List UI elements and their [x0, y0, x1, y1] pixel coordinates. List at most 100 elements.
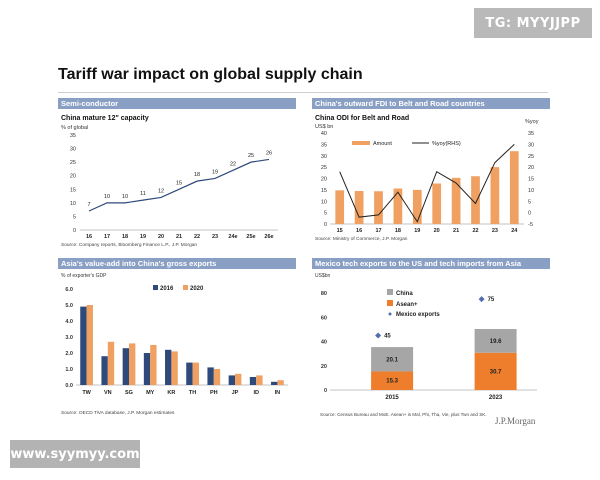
- data-label: 22: [230, 161, 236, 167]
- y-tick-label: 0: [73, 228, 76, 234]
- y-tick-label: 0: [324, 388, 327, 394]
- stack-Asean+: [474, 352, 517, 390]
- chart-title: China ODI for Belt and Road: [315, 115, 409, 122]
- stack-China: [371, 347, 414, 372]
- x-tick-label: TH: [189, 390, 196, 396]
- legend-swatch-2020: [183, 285, 188, 290]
- panel-header: China's outward FDI to Belt and Road cou…: [312, 98, 550, 109]
- x-tick-label: 18: [395, 228, 401, 234]
- source-note: Source: Company reports, Bloomberg Finan…: [61, 242, 197, 248]
- yoy-line: [339, 144, 515, 223]
- y-tick-label: 35: [70, 133, 76, 139]
- amount-bar: [509, 151, 519, 224]
- x-tick-label: TW: [82, 390, 91, 396]
- odi-chart: China ODI for Belt and Road US$ bn %yoy 0 5 1…: [315, 115, 539, 242]
- y-tick-label: 20: [70, 174, 76, 180]
- segment-label: 30.7: [490, 369, 502, 375]
- marker-label: 45: [384, 333, 391, 339]
- bar-2020: [150, 345, 157, 385]
- y-tick-label: 3.0: [65, 335, 73, 341]
- source-note: Source: Census Bureau and MoE. Asean+ is…: [320, 412, 487, 417]
- bar-2016: [249, 377, 257, 385]
- panel-header: Semi-conductor: [58, 98, 296, 109]
- amount-bar: [374, 191, 383, 224]
- x-tick-label: 19: [140, 234, 146, 240]
- semiconductor-chart: China mature 12" capacity % of global 0 5 10…: [61, 115, 278, 248]
- export-marker: [478, 296, 485, 303]
- y-tick-label: 10: [70, 201, 76, 207]
- legend-label-mexico: Mexico exports: [396, 312, 440, 318]
- x-tick-label: 21: [453, 228, 459, 234]
- valueadd-chart: % of exporter's GDP 0.0 1.0 2.0 3.0 4.0 5.0 6.0…: [61, 273, 288, 416]
- panel-mexico: Mexico tech exports to the US and tech i…: [312, 258, 550, 418]
- panel-header: Asia's value-add into China's gross expo…: [58, 258, 296, 269]
- page-title: Tariff war impact on global supply chain: [58, 66, 363, 83]
- x-tick-label: 2015: [385, 395, 399, 401]
- bar-2016: [228, 375, 235, 385]
- x-tick-label: 15: [337, 228, 343, 234]
- watermark-top: TG: MYYJJPP: [474, 8, 592, 38]
- legend-label-2016: 2016: [160, 286, 174, 292]
- legend-swatch-asean: [387, 300, 393, 306]
- source-note: Source: Ministry of Commerce, J.P. Morga…: [315, 236, 408, 242]
- x-tick-label: 23: [212, 234, 218, 240]
- y-tick-label: 2.0: [65, 351, 73, 357]
- y-tick-label: 0.0: [65, 383, 73, 389]
- x-tick-label: 26e: [264, 234, 273, 240]
- amount-bar: [335, 190, 345, 224]
- x-tick-label: 16: [86, 234, 92, 240]
- x-tick-label: 22: [194, 234, 200, 240]
- y-tick-label: 1.0: [65, 367, 73, 373]
- legend-swatch-mexico: [388, 312, 392, 316]
- panel-header: Mexico tech exports to the US and tech i…: [312, 258, 550, 269]
- data-label: 19: [212, 169, 218, 175]
- bar-2016: [143, 353, 151, 385]
- legend-swatch-china: [387, 289, 393, 295]
- bar-2016: [80, 306, 87, 385]
- y-tick-label-left: 25: [321, 165, 327, 171]
- y-tick-label: 40: [321, 340, 327, 346]
- stack-Asean+: [371, 371, 414, 390]
- x-tick-label: MY: [146, 390, 155, 396]
- x-tick-label: 19: [414, 228, 420, 234]
- x-tick-label: 20: [434, 228, 440, 234]
- y-tick-label: 5: [73, 214, 76, 220]
- bar-2016: [186, 362, 193, 385]
- bar-2016: [101, 356, 108, 385]
- legend-label-asean: Asean+: [396, 302, 418, 308]
- mexico-chart: US$bn 0 20 40 60 80 15.3 20.1 45 2015 30.7 19.6 75 20…: [315, 273, 537, 417]
- capacity-line: [88, 158, 270, 212]
- export-marker: [375, 332, 382, 339]
- data-label: 12: [158, 188, 164, 194]
- x-tick-label: 17: [375, 228, 381, 234]
- y-tick-label-left: 20: [321, 177, 327, 183]
- y-axis-label-left: US$ bn: [315, 124, 333, 130]
- y-tick-label-right: 10: [528, 188, 534, 194]
- amount-bar: [451, 177, 461, 224]
- x-tick-label: 21: [176, 234, 182, 240]
- data-label: 18: [194, 172, 200, 178]
- bar-2020: [256, 375, 263, 385]
- x-tick-label: VN: [104, 390, 112, 396]
- watermark-bottom: www.syymyy.com: [10, 440, 140, 468]
- x-tick-label: KR: [167, 390, 175, 396]
- y-tick-label-left: 40: [321, 131, 327, 137]
- data-label: 26: [266, 150, 272, 156]
- bar-2020: [277, 380, 284, 385]
- y-tick-label-left: 10: [321, 199, 327, 205]
- amount-bar: [471, 176, 480, 224]
- bar-2020: [171, 351, 178, 385]
- x-tick-label: IN: [275, 390, 281, 396]
- legend-label-2020: 2020: [190, 286, 204, 292]
- data-label: 15: [176, 180, 182, 186]
- y-tick-label-left: 0: [324, 222, 327, 228]
- bar-2020: [213, 369, 221, 385]
- x-tick-label: 25e: [246, 234, 255, 240]
- y-axis-label-right: %yoy: [525, 119, 539, 125]
- bar-2016: [122, 348, 129, 385]
- x-tick-label: JP: [232, 390, 239, 396]
- x-tick-label: 17: [104, 234, 110, 240]
- bar-2020: [192, 362, 199, 385]
- data-label: 25: [248, 153, 254, 159]
- bar-2016: [165, 349, 172, 385]
